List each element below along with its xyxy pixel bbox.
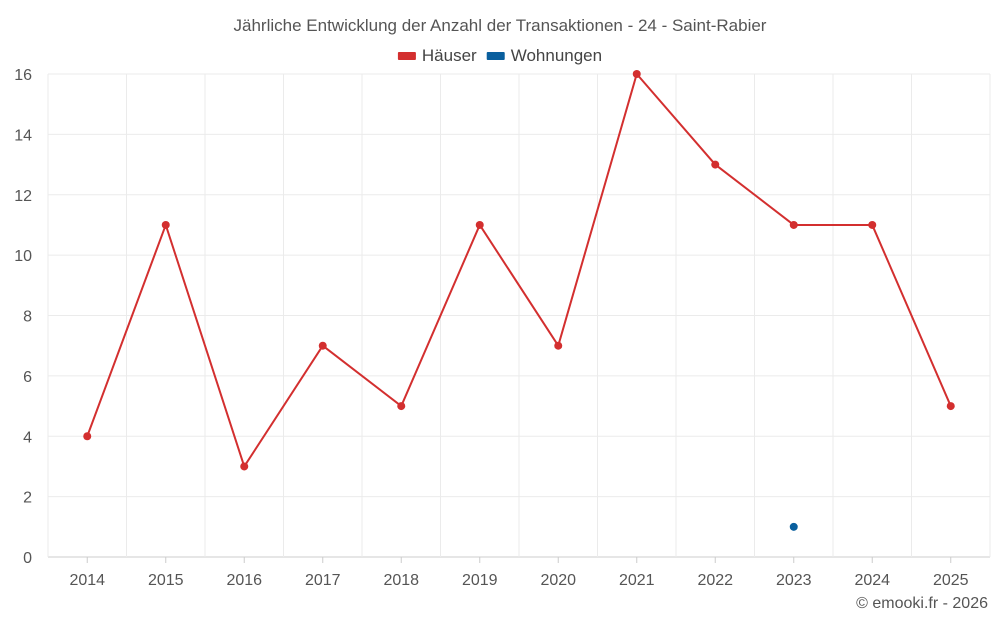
data-point [868, 220, 877, 229]
x-tick-label: 2014 [69, 572, 105, 589]
chart-title: Jährliche Entwicklung der Anzahl der Tra… [234, 16, 767, 35]
grid [47, 73, 991, 558]
y-tick-label: 6 [23, 369, 32, 386]
data-point [475, 220, 484, 229]
series-layer [83, 70, 955, 531]
data-point [554, 341, 563, 350]
x-tick-label: 2025 [933, 572, 969, 589]
series-wohnungen [789, 522, 798, 531]
data-point [789, 220, 798, 229]
x-axis: 2014 2015 2016 2017 2018 2019 2020 2021 2022 2023… [69, 557, 969, 589]
y-tick-label: 4 [23, 429, 32, 446]
y-tick-label: 2 [23, 490, 32, 507]
data-point [632, 70, 641, 78]
data-point [711, 160, 720, 169]
y-tick-label: 12 [14, 188, 32, 205]
data-point [946, 402, 955, 411]
x-tick-label: 2016 [226, 572, 262, 589]
legend-swatch [486, 52, 505, 60]
x-tick-label: 2023 [776, 572, 812, 589]
x-tick-label: 2018 [383, 572, 419, 589]
legend-item-haeuser: Häuser [397, 46, 477, 65]
x-tick-label: 2017 [305, 572, 341, 589]
x-tick-label: 2024 [854, 572, 890, 589]
series-line [86, 73, 952, 468]
y-tick-label: 16 [14, 67, 32, 84]
y-tick-label: 14 [14, 127, 32, 144]
data-point [240, 462, 249, 471]
data-point [318, 341, 327, 350]
data-point [83, 432, 92, 441]
legend-swatch [397, 52, 416, 60]
legend-item-wohnungen: Wohnungen [486, 46, 602, 65]
x-tick-label: 2019 [462, 572, 498, 589]
data-point [397, 402, 406, 411]
x-tick-label: 2022 [697, 572, 733, 589]
y-tick-label: 10 [14, 248, 32, 265]
data-point [161, 220, 170, 229]
legend-label: Wohnungen [511, 46, 602, 65]
copyright-credit: © emooki.fr - 2026 [856, 595, 988, 612]
data-point [789, 522, 798, 531]
legend: Häuser Wohnungen [397, 46, 602, 65]
y-axis: 0 2 4 6 8 10 12 14 16 [14, 67, 32, 567]
legend-label: Häuser [422, 46, 477, 65]
series-haeuser [83, 70, 955, 471]
y-tick-label: 8 [23, 309, 32, 326]
x-tick-label: 2015 [148, 572, 184, 589]
y-tick-label: 0 [23, 550, 32, 567]
x-tick-label: 2021 [619, 572, 655, 589]
x-tick-label: 2020 [540, 572, 576, 589]
